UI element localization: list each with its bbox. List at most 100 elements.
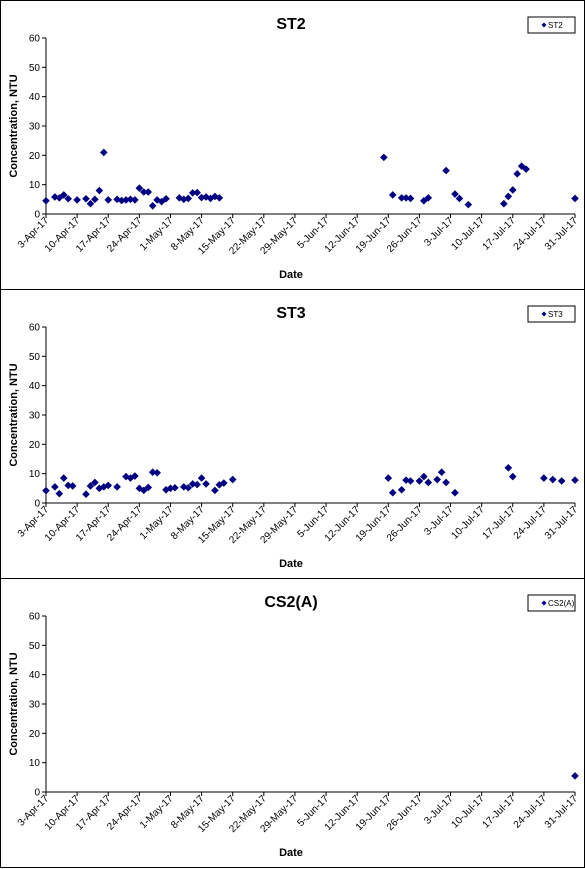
y-tick-label: 50	[29, 352, 41, 363]
data-point	[548, 475, 557, 484]
y-tick-label: 40	[29, 670, 41, 681]
chart-panel-cs2a: CS2(A) 0 10 20 30 40 50 60 3-Apr-17 10-Apr-17 17-A…	[0, 578, 585, 868]
data-point	[197, 193, 206, 202]
legend-box	[527, 594, 576, 612]
data-point	[442, 166, 450, 175]
data-point	[113, 195, 121, 204]
data-point	[424, 194, 433, 202]
data-point	[388, 488, 397, 497]
legend-marker	[541, 600, 547, 606]
data-point	[148, 201, 157, 210]
data-point	[508, 186, 517, 194]
y-tick-label: 10	[29, 469, 41, 480]
data-point	[122, 196, 130, 204]
data-point	[171, 483, 179, 492]
data-point	[402, 194, 410, 202]
data-point	[402, 476, 410, 484]
data-point	[162, 194, 170, 203]
data-point	[228, 475, 237, 484]
y-tick-label: 20	[29, 729, 41, 740]
data-point	[64, 481, 73, 490]
data-point	[571, 194, 579, 203]
data-point	[131, 472, 139, 480]
chart-panel-st3: ST3 0 10 20 30 40 50 60 3-Apr-17 10-Apr-17 17-Apr-…	[0, 289, 585, 579]
data-point	[148, 468, 157, 476]
legend-label: ST3	[548, 310, 563, 319]
data-point	[180, 483, 188, 491]
data-point	[99, 148, 108, 157]
data-point	[415, 477, 424, 485]
data-point	[215, 194, 224, 202]
data-point	[144, 188, 153, 196]
data-point	[433, 475, 441, 484]
data-point	[166, 484, 175, 493]
data-point	[500, 199, 508, 208]
data-point	[420, 472, 428, 481]
y-tick-label: 30	[29, 700, 41, 711]
data-point	[220, 479, 228, 487]
data-point	[540, 474, 548, 482]
data-point	[406, 194, 415, 203]
data-point	[397, 486, 406, 494]
data-point	[508, 472, 517, 481]
data-point	[82, 490, 90, 498]
legend-box	[527, 16, 576, 34]
data-point	[42, 197, 50, 205]
legend: CS2(A)	[527, 594, 576, 612]
legend-marker	[541, 311, 547, 317]
data-point	[135, 484, 144, 493]
data-point	[139, 486, 148, 495]
y-tick-label: 20	[29, 151, 41, 162]
data-point	[82, 194, 90, 203]
x-axis-label: Date	[279, 847, 303, 859]
data-point	[188, 480, 197, 488]
data-point	[139, 188, 148, 196]
data-point	[424, 478, 433, 487]
data-point	[86, 482, 95, 490]
data-point	[131, 196, 139, 204]
data-point	[420, 197, 428, 205]
chart-title: CS2(A)	[264, 594, 317, 611]
y-axis-label: Concentration, NTU	[8, 363, 20, 466]
data-point	[55, 489, 64, 498]
data-point	[51, 483, 59, 491]
y-tick-label: 60	[29, 323, 41, 334]
x-axis-label: Date	[279, 558, 303, 570]
data-point	[193, 480, 201, 489]
data-point	[104, 196, 113, 204]
data-point	[197, 474, 206, 482]
data-point	[384, 474, 393, 482]
data-point	[397, 194, 406, 202]
data-point	[504, 192, 513, 201]
y-tick-label: 60	[29, 612, 41, 623]
data-point	[180, 195, 188, 204]
data-point	[117, 196, 126, 205]
data-point	[104, 481, 113, 490]
y-tick-label: 10	[29, 180, 41, 191]
legend: ST3	[527, 305, 576, 323]
y-tick-label: 0	[34, 788, 40, 799]
data-point	[451, 488, 459, 497]
legend-box	[527, 305, 576, 323]
legend-marker	[541, 22, 547, 28]
y-tick-label: 20	[29, 440, 41, 451]
y-tick-label: 30	[29, 122, 41, 133]
x-axis-label: Date	[279, 269, 303, 281]
data-point	[557, 477, 566, 485]
data-point	[464, 200, 473, 209]
data-point	[380, 153, 388, 162]
data-point	[68, 482, 77, 490]
y-axis-label: Concentration, NTU	[8, 652, 20, 755]
data-point	[126, 195, 135, 204]
data-point	[144, 483, 153, 492]
y-tick-label: 40	[29, 381, 41, 392]
data-point	[64, 194, 73, 203]
legend-label: CS2(A)	[548, 599, 575, 608]
x-tick-label: 31-Jul-17	[543, 504, 581, 542]
chart-panel-st2: ST2 0 10 20 30 40 50 60 3-Apr-17 10-Apr-17 17-Apr-…	[0, 0, 585, 290]
y-tick-label: 40	[29, 92, 41, 103]
data-point	[571, 476, 579, 484]
y-tick-label: 0	[34, 499, 40, 510]
data-point	[571, 772, 579, 780]
y-tick-label: 50	[29, 63, 41, 74]
